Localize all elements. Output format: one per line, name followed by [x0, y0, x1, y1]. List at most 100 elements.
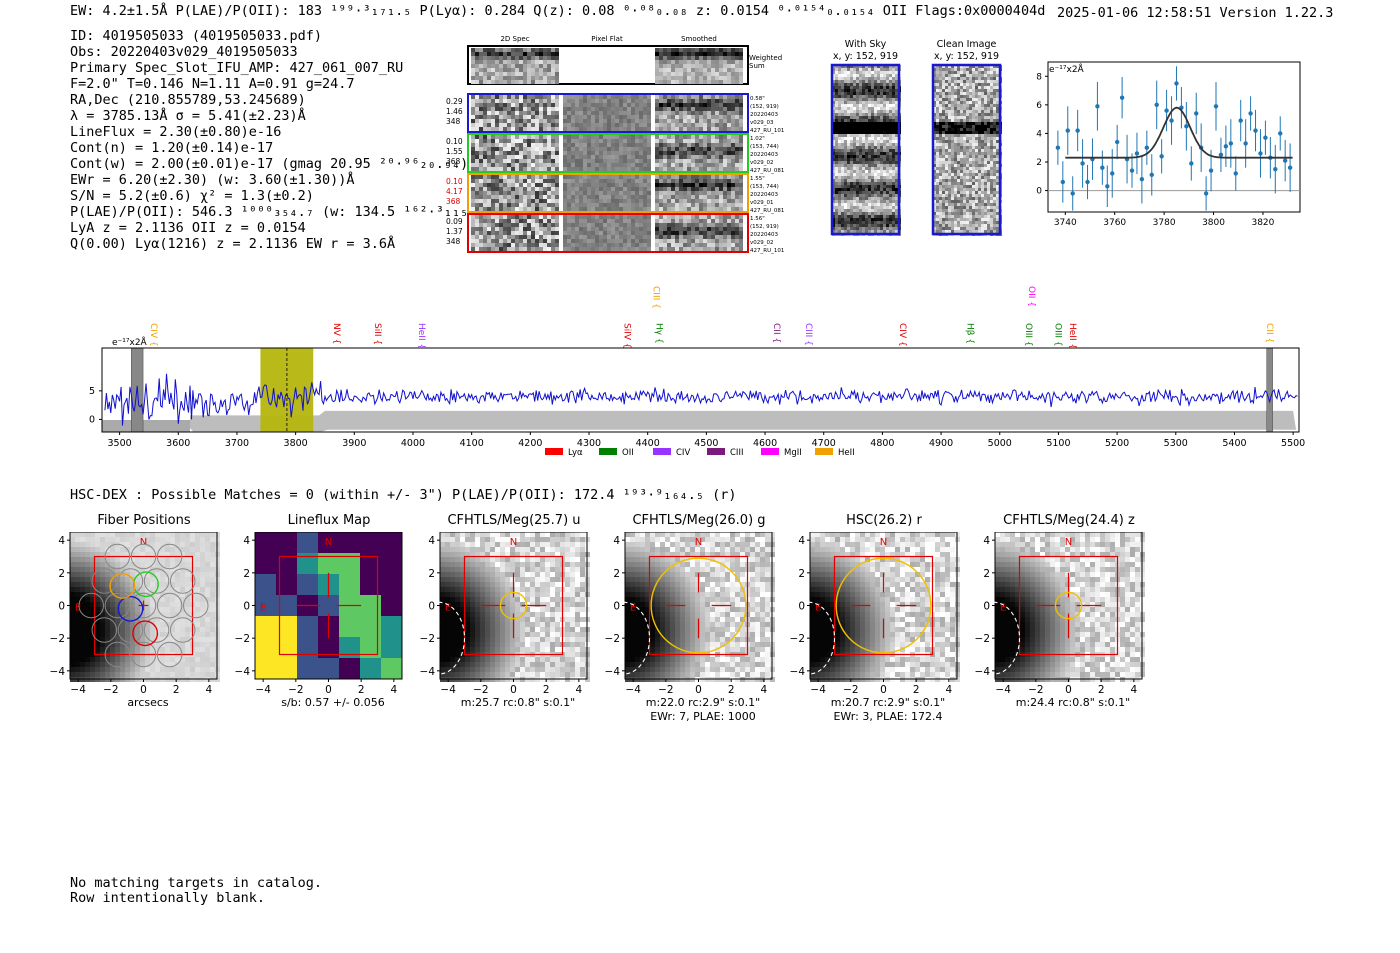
noise-pixel: [719, 95, 723, 99]
noise-pixel: [895, 203, 898, 206]
noise-pixel: [703, 151, 707, 155]
noise-pixel: [993, 107, 996, 110]
noise-pixel: [871, 191, 874, 194]
noise-pixel: [647, 95, 651, 99]
noise-pixel: [615, 191, 619, 195]
noise-pixel: [503, 48, 507, 52]
noise-pixel: [963, 158, 966, 161]
noise-pixel: [663, 231, 667, 235]
noise-pixel: [856, 170, 859, 173]
noise-pixel: [871, 173, 874, 176]
noise-pixel: [491, 123, 495, 127]
noise-pixel: [832, 110, 835, 113]
noise-pixel: [511, 155, 515, 159]
noise-pixel: [942, 140, 945, 143]
noise-pixel: [990, 125, 993, 128]
noise-pixel: [960, 83, 963, 86]
noise-pixel: [495, 175, 499, 179]
noise-pixel: [587, 163, 591, 167]
noise-pixel: [515, 219, 519, 223]
fiber-stat: 1.55: [446, 147, 463, 156]
noise-pixel: [832, 128, 835, 131]
noise-pixel: [957, 116, 960, 119]
noise-pixel: [727, 179, 731, 183]
noise-pixel: [966, 95, 969, 98]
noise-pixel: [945, 107, 948, 110]
noise-pixel: [883, 140, 886, 143]
noise-pixel: [667, 227, 671, 231]
noise-pixel: [499, 223, 503, 227]
noise-pixel: [711, 107, 715, 111]
noise-pixel: [948, 68, 951, 71]
noise-pixel: [981, 146, 984, 149]
noise-pixel: [835, 227, 838, 230]
noise-pixel: [667, 95, 671, 99]
noise-pixel: [703, 215, 707, 219]
noise-pixel: [832, 194, 835, 197]
fiber-stat: 0.29: [446, 97, 463, 106]
noise-pixel: [981, 95, 984, 98]
noise-pixel: [939, 98, 942, 101]
noise-pixel: [951, 104, 954, 107]
noise-pixel: [862, 134, 865, 137]
noise-pixel: [883, 122, 886, 125]
noise-pixel: [853, 230, 856, 233]
noise-pixel: [627, 139, 631, 143]
noise-pixel: [868, 227, 871, 230]
noise-pixel: [539, 48, 543, 52]
noise-pixel: [583, 183, 587, 187]
noise-pixel: [835, 74, 838, 77]
noise-pixel: [969, 80, 972, 83]
noise-pixel: [993, 128, 996, 131]
noise-pixel: [691, 199, 695, 203]
noise-pixel: [868, 209, 871, 212]
noise-pixel: [844, 92, 847, 95]
noise-pixel: [838, 221, 841, 224]
noise-pixel: [877, 65, 880, 68]
noise-pixel: [886, 89, 889, 92]
noise-pixel: [874, 122, 877, 125]
noise-pixel: [627, 99, 631, 103]
noise-pixel: [699, 127, 703, 131]
noise-pixel: [679, 147, 683, 151]
noise-pixel: [975, 98, 978, 101]
noise-pixel: [883, 173, 886, 176]
noise-pixel: [659, 64, 663, 68]
noise-pixel: [551, 235, 555, 239]
noise-pixel: [635, 119, 639, 123]
noise-pixel: [511, 243, 515, 247]
noise-pixel: [948, 98, 951, 101]
noise-pixel: [687, 99, 691, 103]
noise-pixel: [595, 187, 599, 191]
noise-pixel: [838, 80, 841, 83]
noise-pixel: [865, 125, 868, 128]
noise-pixel: [856, 227, 859, 230]
noise-pixel: [841, 185, 844, 188]
noise-pixel: [571, 99, 575, 103]
noise-pixel: [835, 134, 838, 137]
noise-pixel: [856, 86, 859, 89]
noise-pixel: [539, 247, 543, 251]
noise-pixel: [996, 65, 999, 68]
noise-pixel: [611, 235, 615, 239]
noise-pixel: [972, 65, 975, 68]
noise-pixel: [491, 247, 495, 251]
noise-pixel: [611, 143, 615, 147]
noise-pixel: [838, 146, 841, 149]
noise-pixel: [487, 107, 491, 111]
noise-pixel: [731, 179, 735, 183]
noise-pixel: [507, 203, 511, 207]
noise-pixel: [695, 72, 699, 76]
noise-pixel: [575, 175, 579, 179]
noise-pixel: [479, 48, 483, 52]
noise-pixel: [499, 76, 503, 80]
noise-pixel: [841, 116, 844, 119]
noise-pixel: [892, 77, 895, 80]
noise-pixel: [547, 68, 551, 72]
noise-pixel: [623, 143, 627, 147]
noise-pixel: [838, 215, 841, 218]
noise-pixel: [723, 175, 727, 179]
fiber-meta: 1.02": [750, 136, 765, 142]
noise-pixel: [643, 119, 647, 123]
noise-pixel: [847, 164, 850, 167]
